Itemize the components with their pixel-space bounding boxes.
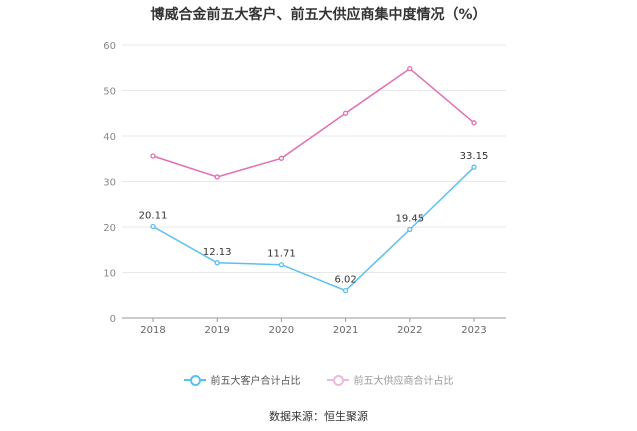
data-point <box>150 223 156 230</box>
legend: 前五大客户合计占比 前五大供应商合计占比 <box>0 372 637 387</box>
data-point <box>342 110 349 116</box>
data-point <box>278 262 285 268</box>
legend-label-suppliers: 前五大供应商合计占比 <box>353 376 454 387</box>
chart-title: 博威合金前五大客户、前五大供应商集中度情况（%） <box>150 7 487 23</box>
data-source: 数据来源：恒生聚源 <box>269 410 368 423</box>
legend-item-suppliers[interactable]: 前五大供应商合计占比 <box>326 372 454 387</box>
data-point <box>214 174 220 180</box>
x-tick-label: 2019 <box>204 325 229 336</box>
x-tick-label: 2018 <box>140 325 165 336</box>
data-point <box>407 66 413 72</box>
x-tick-label: 2023 <box>461 325 486 336</box>
x-tick-label: 2021 <box>333 325 358 336</box>
data-label: 11.71 <box>267 249 296 260</box>
data-label: 33.15 <box>460 151 489 162</box>
data-point <box>471 164 477 170</box>
y-tick-label: 50 <box>103 87 116 98</box>
data-label: 20.11 <box>139 210 168 221</box>
y-tick-label: 40 <box>103 132 116 143</box>
data-point <box>214 260 220 266</box>
y-tick-label: 0 <box>110 314 116 325</box>
legend-item-customers[interactable]: 前五大客户合计占比 <box>183 372 301 387</box>
series-line <box>152 166 475 292</box>
y-tick-label: 60 <box>103 41 116 52</box>
x-tick-label: 2022 <box>397 325 422 336</box>
data-point <box>407 226 413 233</box>
legend-marker-suppliers <box>326 374 349 386</box>
y-tick-label: 20 <box>103 223 116 234</box>
x-tick-label: 2020 <box>269 325 294 336</box>
y-tick-label: 30 <box>103 178 116 189</box>
data-point <box>471 120 477 126</box>
data-point <box>150 153 156 159</box>
data-point <box>278 155 285 161</box>
data-label: 6.02 <box>334 275 356 286</box>
data-label: 19.45 <box>395 214 424 225</box>
data-point <box>342 287 349 294</box>
data-label: 12.13 <box>203 247 232 258</box>
series-line <box>152 67 475 178</box>
legend-label-customers: 前五大客户合计占比 <box>210 376 301 387</box>
legend-marker-customers <box>183 374 206 386</box>
y-tick-label: 10 <box>103 269 116 280</box>
